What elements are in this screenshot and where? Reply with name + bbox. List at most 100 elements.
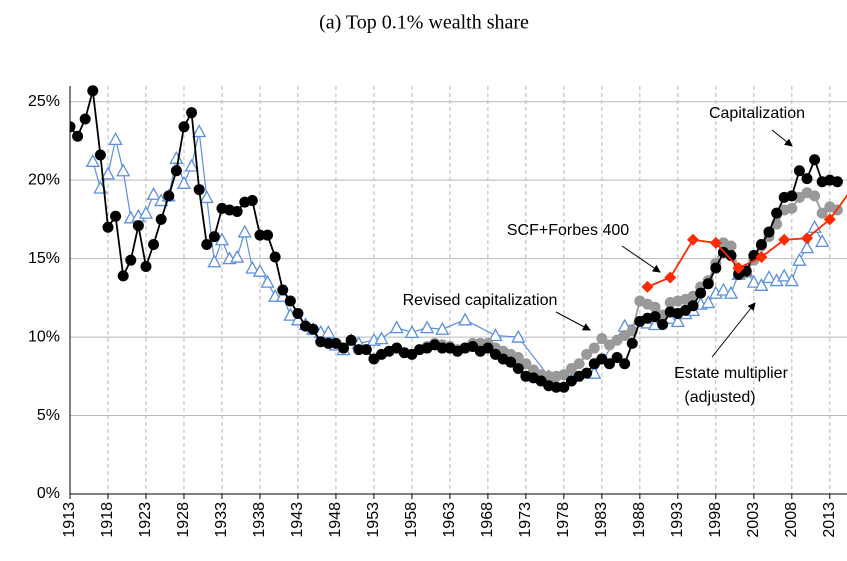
x-tick-label: 1993 xyxy=(669,502,686,538)
point xyxy=(778,270,790,281)
point xyxy=(376,333,388,344)
point xyxy=(163,190,174,201)
point xyxy=(87,85,98,96)
point xyxy=(72,131,83,142)
x-tick-label: 1958 xyxy=(403,502,420,538)
y-tick-label: 5% xyxy=(37,407,60,424)
point xyxy=(277,285,288,296)
point xyxy=(117,165,129,176)
point xyxy=(102,168,114,179)
point xyxy=(710,263,721,274)
point xyxy=(110,211,121,222)
point xyxy=(102,222,113,233)
point xyxy=(771,208,782,219)
point xyxy=(793,254,805,265)
point xyxy=(209,231,220,242)
x-tick-label: 1968 xyxy=(479,502,496,538)
x-tick-label: 1943 xyxy=(289,502,306,538)
point xyxy=(232,206,243,217)
x-tick-label: 1913 xyxy=(61,502,78,538)
point xyxy=(292,308,303,319)
x-tick-label: 2013 xyxy=(821,502,838,538)
annotation-arrow xyxy=(556,312,590,330)
point xyxy=(178,177,190,188)
annotation-arrow xyxy=(772,130,792,146)
x-tick-label: 1953 xyxy=(365,502,382,538)
annotation: Capitalization xyxy=(709,105,805,122)
annotation: (adjusted) xyxy=(684,389,755,406)
point xyxy=(308,324,319,335)
point xyxy=(346,335,357,346)
plot-area xyxy=(65,85,847,393)
point xyxy=(118,270,129,281)
point xyxy=(171,165,182,176)
x-tick-label: 1923 xyxy=(137,502,154,538)
point xyxy=(764,226,775,237)
point xyxy=(140,261,151,272)
axes: 0% 5% 10% 15% 20% 25% 1913 1918 1923 1928 1933 1938… xyxy=(28,86,847,538)
point xyxy=(148,188,160,199)
point xyxy=(140,207,152,218)
x-tick-label: 1983 xyxy=(593,502,610,538)
point xyxy=(809,154,820,165)
point xyxy=(156,214,167,225)
point xyxy=(208,256,220,267)
point xyxy=(627,338,638,349)
y-tick-label: 20% xyxy=(28,171,60,188)
point xyxy=(574,358,585,369)
point xyxy=(231,251,243,262)
point xyxy=(247,195,258,206)
x-tick-label: 1933 xyxy=(213,502,230,538)
point xyxy=(641,281,653,293)
x-tick-label: 1978 xyxy=(555,502,572,538)
point xyxy=(703,278,714,289)
point xyxy=(657,319,668,330)
point xyxy=(687,234,699,246)
point xyxy=(786,190,797,201)
x-tick-label: 1928 xyxy=(175,502,192,538)
point xyxy=(589,343,600,354)
point xyxy=(816,235,828,246)
annotation-arrow xyxy=(712,303,755,357)
point xyxy=(786,203,797,214)
point xyxy=(809,221,821,232)
point xyxy=(270,252,281,263)
point xyxy=(170,152,182,163)
point xyxy=(688,300,699,311)
series-line xyxy=(93,132,822,377)
chart-title: (a) Top 0.1% wealth share xyxy=(319,12,529,34)
y-tick-label: 10% xyxy=(28,328,60,345)
point xyxy=(581,368,592,379)
point xyxy=(285,295,296,306)
point xyxy=(695,288,706,299)
point xyxy=(489,330,501,341)
x-tick-label: 2008 xyxy=(783,502,800,538)
point xyxy=(95,150,106,161)
point xyxy=(262,276,274,287)
x-tick-label: 1963 xyxy=(441,502,458,538)
point xyxy=(406,326,418,337)
x-tick-label: 1948 xyxy=(327,502,344,538)
point xyxy=(391,322,403,333)
point xyxy=(459,314,471,325)
y-tick-label: 25% xyxy=(28,93,60,110)
point xyxy=(80,113,91,124)
y-tick-label: 15% xyxy=(28,250,60,267)
x-tick-label: 1988 xyxy=(631,502,648,538)
point xyxy=(125,255,136,266)
annotation: Revised capitalization xyxy=(403,292,558,309)
point xyxy=(809,190,820,201)
x-tick-label: 1973 xyxy=(517,502,534,538)
point xyxy=(239,226,251,237)
point xyxy=(664,271,676,283)
y-tick-label: 0% xyxy=(37,485,60,502)
x-tick-label: 1938 xyxy=(251,502,268,538)
point xyxy=(178,121,189,132)
point xyxy=(421,322,433,333)
point xyxy=(148,239,159,250)
point xyxy=(832,176,843,187)
point xyxy=(262,230,273,241)
point xyxy=(619,358,630,369)
x-tick-label: 1918 xyxy=(99,502,116,538)
